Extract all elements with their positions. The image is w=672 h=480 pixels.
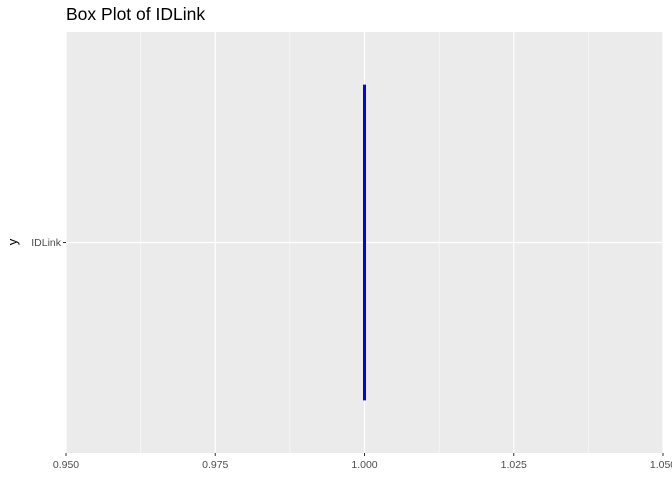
x-tick-label: 0.975 (202, 459, 228, 471)
x-tick-label: 0.950 (53, 459, 79, 471)
x-tick-label: 1.000 (351, 459, 377, 471)
x-tick-label: 1.050 (650, 459, 672, 471)
chart-title: Box Plot of IDLink (66, 4, 205, 24)
y-axis-title: y (5, 238, 20, 245)
x-axis: 0.950 0.975 1.000 1.025 1.050 (53, 453, 672, 471)
y-tick-label: IDLink (31, 237, 62, 249)
x-tick-label: 1.025 (501, 459, 527, 471)
y-axis: IDLink (31, 237, 66, 249)
